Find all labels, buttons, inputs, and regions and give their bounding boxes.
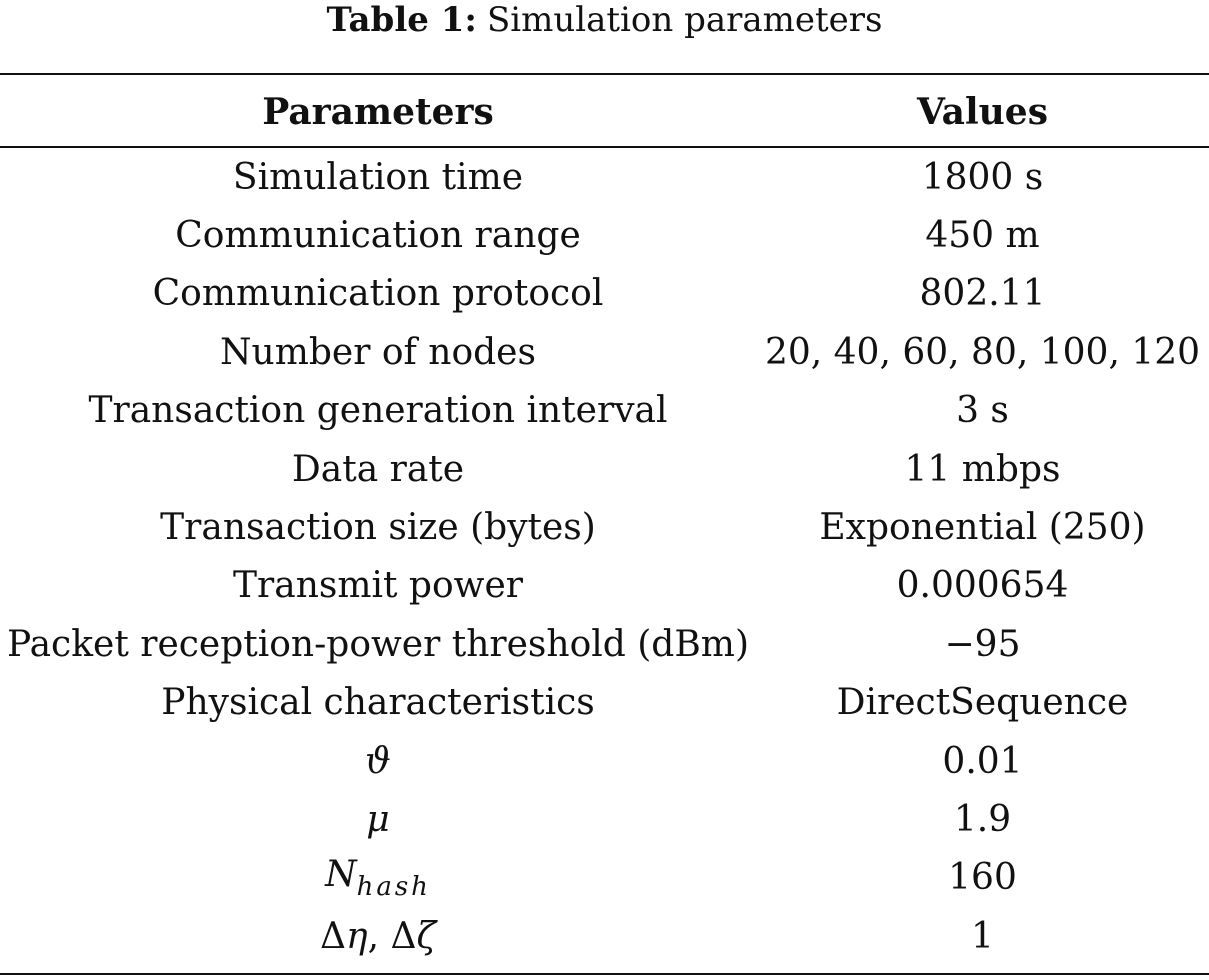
table-header-row: Parameters Values: [0, 75, 1209, 148]
value-cell: 1: [971, 915, 994, 957]
value-cell: 3 s: [956, 390, 1009, 432]
table-row: Δη, Δζ 1: [0, 907, 1209, 965]
parameter-cell: Communication protocol: [152, 273, 604, 315]
caption-label: Table 1:: [326, 0, 477, 40]
table-row: Transmit power 0.000654: [0, 557, 1209, 615]
table-row: Physical characteristics DirectSequence: [0, 674, 1209, 732]
table-row: Number of nodes 20, 40, 60, 80, 100, 120: [0, 323, 1209, 381]
caption-text: Simulation parameters: [486, 0, 883, 40]
parameter-cell: Packet reception-power threshold (dBm): [6, 623, 749, 665]
table-row: Transaction generation interval 3 s: [0, 382, 1209, 440]
table-row: μ 1.9: [0, 790, 1209, 848]
table-row: Nhash 160: [0, 849, 1209, 907]
value-cell: 11 mbps: [904, 448, 1061, 490]
value-cell: 1.9: [953, 798, 1012, 840]
value-cell: 1800 s: [921, 156, 1044, 198]
parameter-cell: Simulation time: [232, 156, 524, 198]
value-cell: 160: [948, 857, 1017, 899]
value-cell: 0.01: [942, 740, 1023, 782]
math-symbol: ζ: [416, 915, 436, 957]
math-symbol: N: [325, 853, 357, 895]
math-symbol: η: [346, 915, 368, 957]
table-row: Packet reception-power threshold (dBm) −…: [0, 615, 1209, 673]
table-row: ϑ 0.01: [0, 732, 1209, 790]
value-cell: −95: [944, 623, 1021, 665]
table-row: Simulation time 1800 s: [0, 148, 1209, 206]
value-cell: Exponential (250): [819, 507, 1146, 549]
table-row: Data rate 11 mbps: [0, 440, 1209, 498]
parameter-cell: ϑ: [365, 740, 391, 782]
parameter-cell: Transaction size (bytes): [160, 507, 596, 549]
value-cell: DirectSequence: [836, 682, 1129, 724]
parameter-cell: Physical characteristics: [161, 682, 595, 724]
header-values: Values: [917, 90, 1048, 133]
bottom-rule: [0, 973, 1209, 975]
table-row: Communication range 450 m: [0, 206, 1209, 264]
simulation-parameters-table: Parameters Values Simulation time 1800 s…: [0, 75, 1209, 965]
value-cell: 0.000654: [896, 565, 1069, 607]
parameter-cell: μ: [366, 798, 390, 840]
header-rule: [0, 146, 1209, 148]
header-parameters: Parameters: [262, 90, 494, 133]
value-cell: 20, 40, 60, 80, 100, 120: [764, 331, 1201, 373]
value-cell: 802.11: [919, 273, 1046, 315]
parameter-cell: Data rate: [291, 448, 465, 490]
value-cell: 450 m: [925, 215, 1040, 257]
parameter-cell: Δη, Δζ: [0, 907, 756, 965]
parameter-cell: Number of nodes: [220, 331, 536, 373]
separator: ,: [367, 915, 391, 957]
table-row: Communication protocol 802.11: [0, 265, 1209, 323]
table-caption: Table 1: Simulation parameters: [0, 0, 1209, 42]
parameter-cell: Transmit power: [233, 565, 523, 607]
delta-symbol: Δ: [320, 915, 346, 957]
math-subscript: hash: [356, 871, 431, 902]
top-rule: [0, 73, 1209, 75]
parameter-cell: Nhash: [0, 849, 756, 907]
parameter-cell: Transaction generation interval: [88, 390, 668, 432]
table-row: Transaction size (bytes) Exponential (25…: [0, 498, 1209, 556]
parameter-cell: Communication range: [175, 215, 581, 257]
delta-symbol: Δ: [390, 915, 417, 957]
